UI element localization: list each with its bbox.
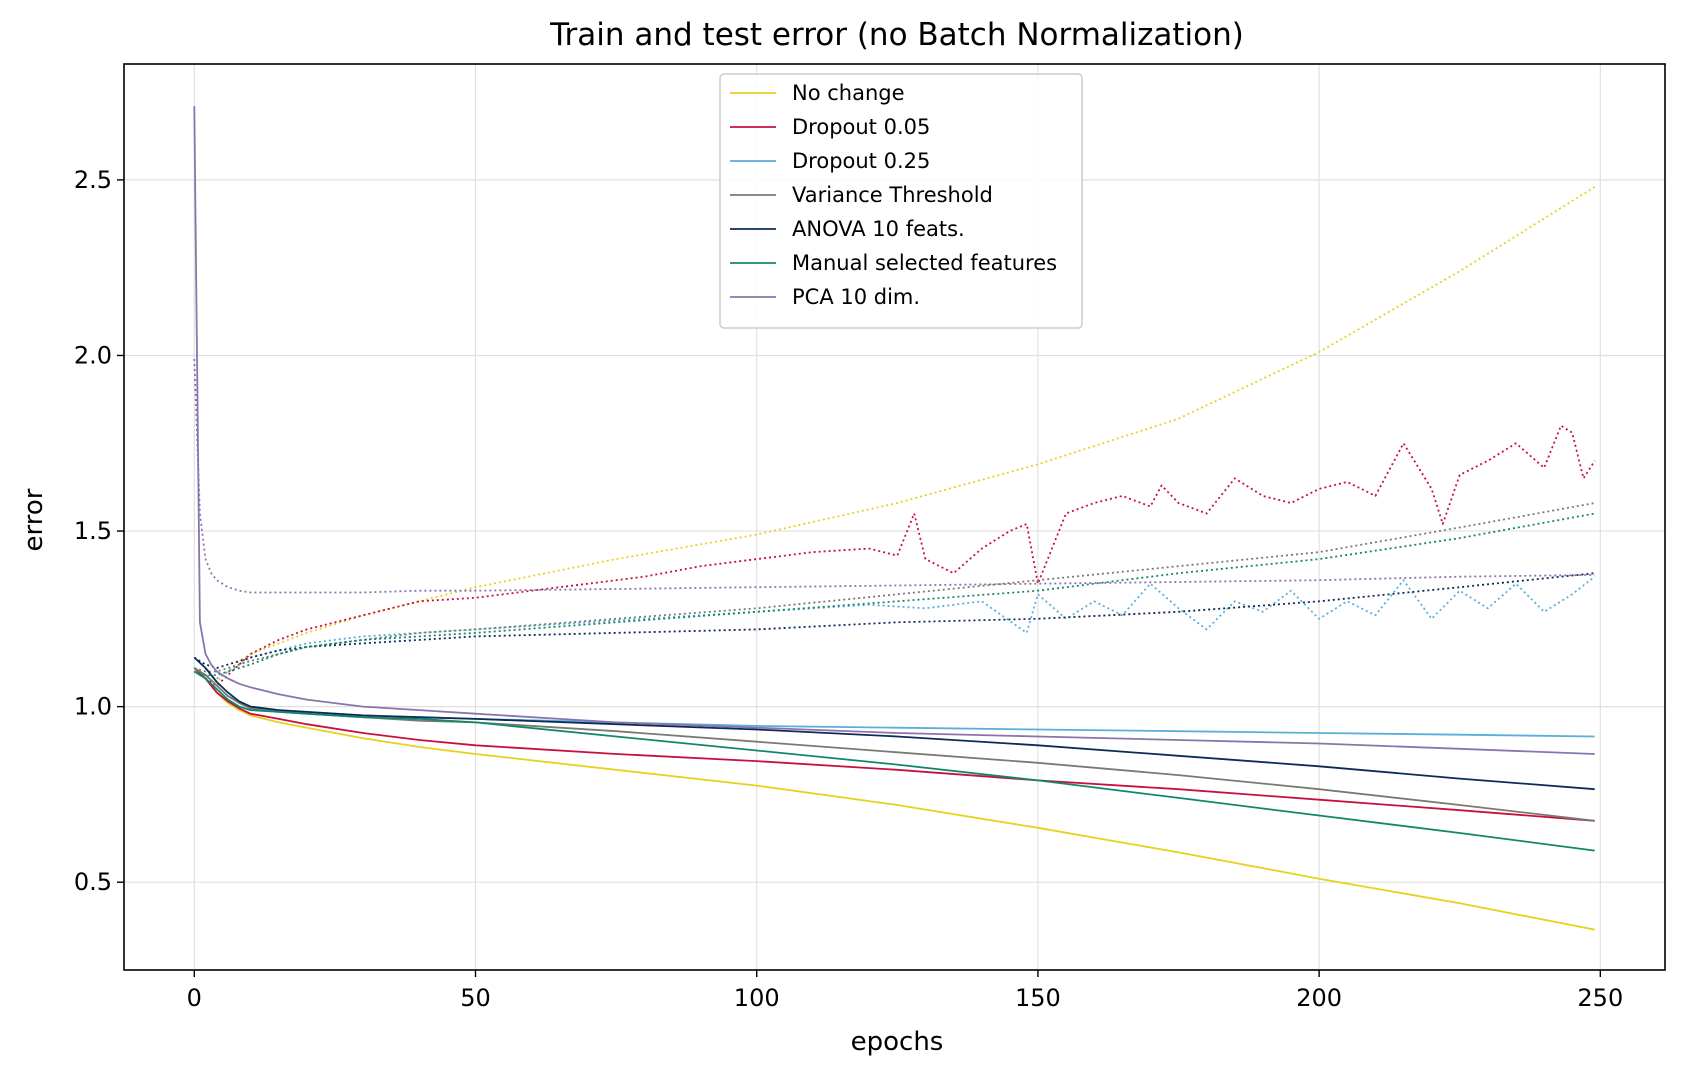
x-tick-label: 50 [460, 984, 491, 1012]
series-test-line-variance-threshold [194, 502, 1595, 673]
y-tick-label: 2.5 [74, 166, 112, 194]
axis-ticks: 0 50 100 150 200 250 0.5 1.0 1.5 2.0 2.5 [74, 166, 1623, 1012]
legend-label: Variance Threshold [792, 183, 993, 207]
legend-label: Dropout 0.05 [792, 115, 930, 139]
series-train-line-no-change [193, 667, 1595, 931]
x-tick-label: 250 [1577, 984, 1623, 1012]
series-train-line-variance-threshold [193, 667, 1595, 822]
y-tick-label: 0.5 [74, 868, 112, 896]
legend-label: No change [792, 81, 905, 105]
legend-label: Manual selected features [792, 251, 1057, 275]
legend-box [719, 73, 1083, 329]
series-train-line-manual-selected-features [193, 670, 1595, 852]
y-tick-label: 1.0 [74, 693, 112, 721]
x-axis-label: epochs [851, 1027, 944, 1057]
y-tick-label: 2.0 [74, 341, 112, 369]
x-tick-label: 0 [187, 984, 202, 1012]
legend-label: Dropout 0.25 [792, 149, 930, 173]
x-tick-label: 200 [1296, 984, 1342, 1012]
series-test-line-pca-10-dim [193, 358, 1595, 594]
plot-series [193, 106, 1596, 931]
y-tick-label: 1.5 [74, 517, 112, 545]
legend-label: ANOVA 10 feats. [792, 217, 965, 241]
chart-title: Train and test error (no Batch Normaliza… [549, 17, 1244, 53]
series-train-line-dropout-0-05 [193, 667, 1595, 822]
plot-area-frame [123, 63, 1666, 971]
x-tick-label: 150 [1015, 984, 1061, 1012]
legend: No change Dropout 0.05 Dropout 0.25 Varianc… [719, 73, 1083, 329]
legend-label: PCA 10 dim. [792, 285, 920, 309]
series-test-line-anova-10-feats [193, 572, 1595, 669]
series-train-line-anova-10-feats [193, 656, 1595, 791]
x-tick-label: 100 [734, 984, 780, 1012]
y-axis-label: error [19, 488, 49, 551]
series-train-line-pca-10-dim [193, 106, 1595, 755]
series-test-line-manual-selected-features [194, 512, 1595, 676]
